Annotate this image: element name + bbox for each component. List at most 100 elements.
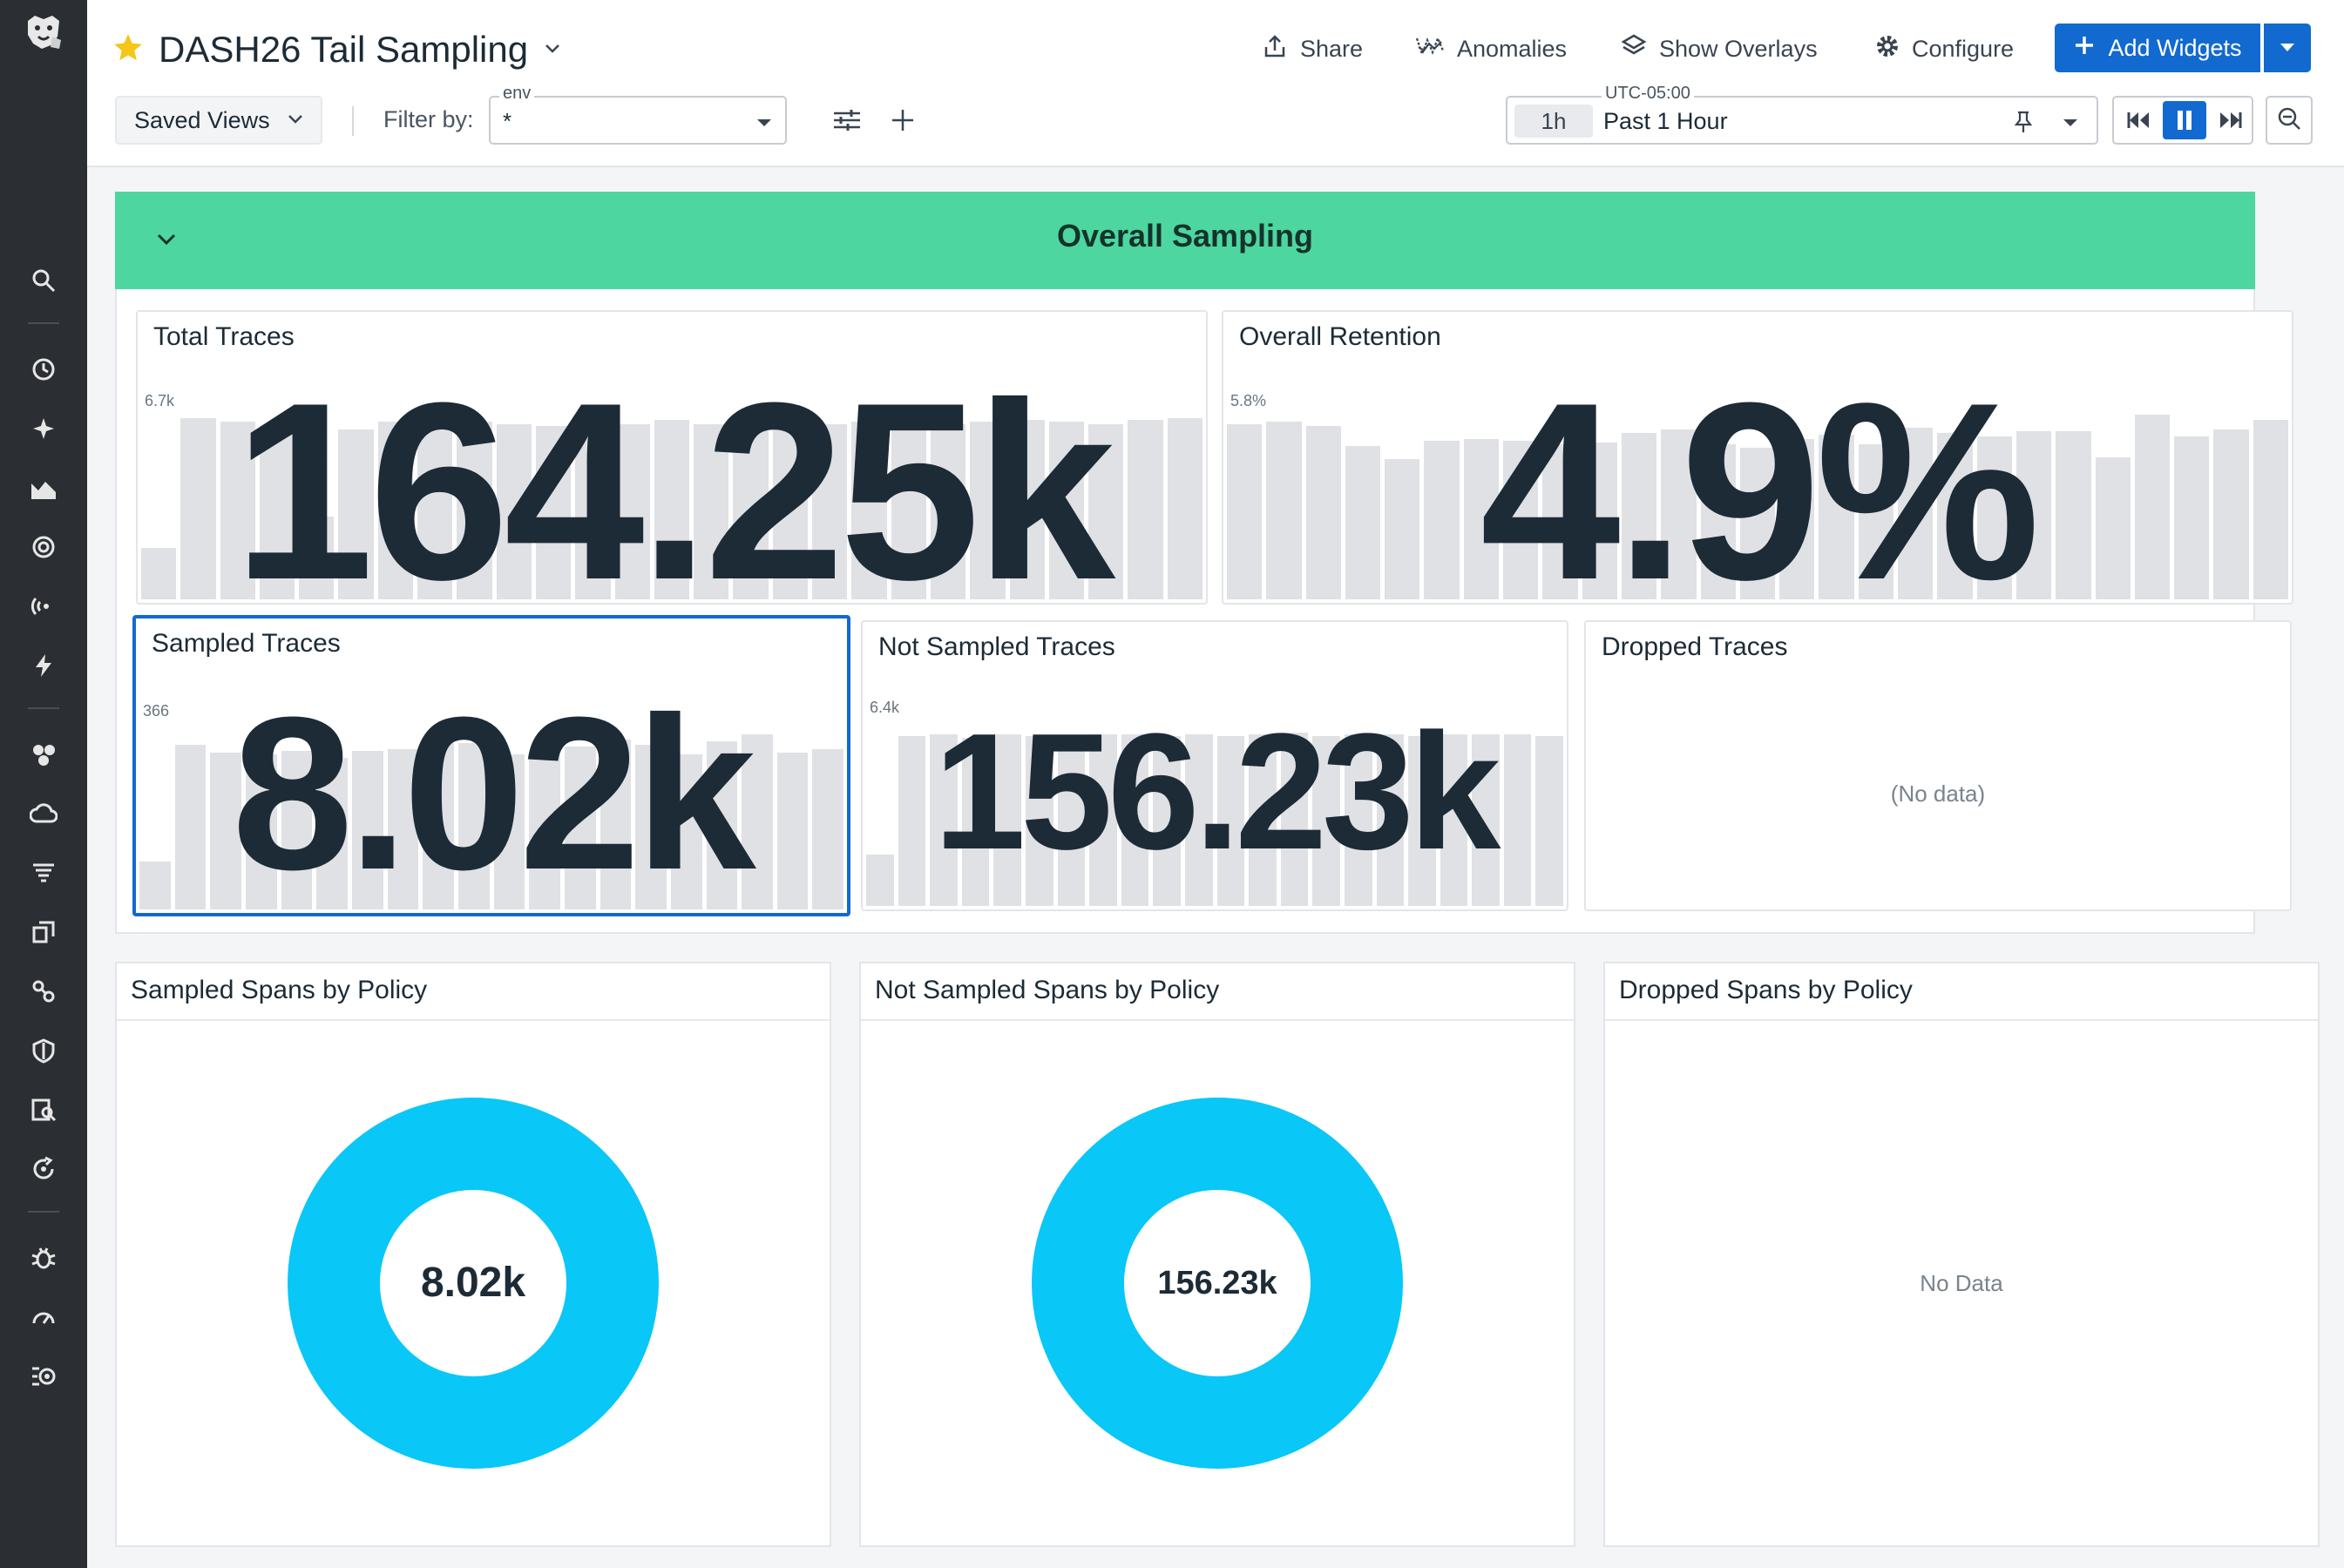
sparkle-icon[interactable] [23, 408, 64, 449]
saved-views-dropdown[interactable]: Saved Views [115, 96, 322, 145]
bar [1057, 735, 1086, 906]
lightning-icon[interactable] [23, 645, 64, 686]
star-icon[interactable] [112, 31, 145, 69]
monitors-icon[interactable] [23, 526, 64, 568]
bar [1440, 733, 1468, 906]
sampled-spans-widget[interactable]: Sampled Spans by Policy 8.02k [115, 962, 831, 1547]
bar [1542, 443, 1578, 599]
dashboard-header: DASH26 Tail Sampling Share Anomalies Sho… [87, 0, 2344, 167]
chevron-down-icon[interactable] [542, 37, 563, 63]
fast-forward-icon[interactable] [2208, 101, 2252, 139]
playback-controls [2112, 96, 2253, 145]
saved-views-label: Saved Views [134, 106, 270, 133]
cloud-icon[interactable] [23, 793, 64, 835]
widget-title: Sampled Spans by Policy [131, 976, 428, 1004]
sliders-icon[interactable] [828, 101, 866, 139]
share-button[interactable]: Share [1262, 26, 1363, 71]
signal-icon[interactable] [23, 585, 64, 627]
pin-icon[interactable] [2013, 110, 2034, 139]
datadog-logo-icon[interactable] [19, 9, 68, 57]
data-search-icon[interactable] [23, 1089, 64, 1131]
share-label: Share [1300, 35, 1364, 62]
caret-down-icon[interactable] [2062, 117, 2079, 132]
bug-icon[interactable] [23, 1237, 64, 1279]
settings-list-icon[interactable] [23, 1355, 64, 1397]
bar [1345, 446, 1381, 599]
dropped-traces-widget[interactable]: Dropped Traces (No data) [1584, 620, 2292, 911]
bar [1344, 733, 1372, 906]
bar [1121, 733, 1149, 906]
bar [316, 758, 348, 909]
bar [457, 422, 492, 599]
total-traces-value: 164.25k [233, 350, 1115, 605]
env-filter-select[interactable]: env * [489, 84, 787, 145]
gauge-icon[interactable] [23, 1296, 64, 1338]
overall-retention-widget[interactable]: Overall Retention 5.8% 0 4.9% [1222, 310, 2293, 605]
bar [417, 423, 453, 599]
sampled-traces-value: 8.02k [232, 672, 756, 915]
bar [961, 738, 990, 906]
bar [706, 741, 738, 909]
anomalies-button[interactable]: Anomalies [1415, 26, 1567, 71]
sampled-traces-widget[interactable]: Sampled Traces 366 0 8.02k [132, 615, 850, 916]
bar [742, 733, 773, 909]
anomalies-icon [1415, 33, 1445, 65]
bar [1009, 420, 1045, 599]
refresh-icon[interactable] [23, 1148, 64, 1190]
bar [139, 861, 171, 909]
dropped-spans-widget[interactable]: Dropped Spans by Policy No Data [1603, 962, 2320, 1547]
bar [529, 754, 560, 909]
infrastructure-icon[interactable] [23, 733, 64, 775]
bar [1089, 733, 1117, 906]
history-icon[interactable] [23, 348, 64, 390]
bar [210, 752, 241, 909]
bar [174, 745, 207, 909]
bar [535, 425, 572, 599]
widget-title: Dropped Traces [1602, 632, 1788, 661]
bar [891, 420, 926, 599]
total-traces-widget[interactable]: Total Traces 6.7k 0 164.25k [136, 310, 1208, 605]
bar [993, 733, 1021, 906]
widget-title: Sampled Traces [152, 629, 341, 658]
group-header[interactable]: Overall Sampling [115, 192, 2255, 289]
configure-label: Configure [1912, 35, 2015, 62]
collapse-chevron-icon[interactable] [153, 226, 180, 257]
bar [180, 418, 216, 599]
not-sampled-spans-widget[interactable]: Not Sampled Spans by Policy 156.23k [859, 962, 1575, 1547]
not-sampled-traces-widget[interactable]: Not Sampled Traces 6.4k 0 156.23k [861, 620, 1568, 911]
widget-title: Dropped Spans by Policy [1619, 976, 1913, 1004]
time-range-badge: 1h [1514, 105, 1593, 138]
bar [970, 422, 1006, 599]
apm-icon[interactable] [23, 911, 64, 953]
bar [1779, 438, 1815, 599]
widget-title: Not Sampled Spans by Policy [875, 976, 1220, 1004]
rewind-icon[interactable] [2117, 101, 2161, 139]
donut-chart[interactable]: 8.02k [288, 1098, 659, 1469]
bar [1088, 423, 1124, 599]
bar [457, 743, 490, 909]
add-widgets-button[interactable]: Add Widgets [2055, 24, 2260, 72]
dashboard-title[interactable]: DASH26 Tail Sampling [159, 29, 529, 70]
pause-icon[interactable] [2163, 101, 2206, 139]
widget-title: Overall Retention [1239, 322, 1441, 351]
donut-chart[interactable]: 156.23k [1032, 1098, 1403, 1469]
show-overlays-button[interactable]: Show Overlays [1621, 26, 1818, 71]
dashboards-icon[interactable] [23, 467, 64, 509]
add-widgets-dropdown-button[interactable] [2264, 24, 2311, 72]
security-icon[interactable] [23, 1030, 64, 1071]
bar [1858, 443, 1894, 599]
bar [2174, 436, 2210, 599]
configure-button[interactable]: Configure [1875, 26, 2014, 71]
zoom-out-button[interactable] [2266, 96, 2313, 145]
time-range-label: Past 1 Hour [1603, 108, 1728, 134]
integrations-icon[interactable] [23, 970, 64, 1012]
logs-icon[interactable] [23, 852, 64, 894]
search-icon[interactable] [23, 260, 64, 301]
bar [1582, 442, 1617, 599]
bar [141, 547, 177, 599]
zoom-out-icon [2276, 105, 2302, 136]
bar [2253, 420, 2289, 599]
time-range-picker[interactable]: UTC-05:00 1h Past 1 Hour [1506, 84, 2098, 145]
add-filter-icon[interactable] [884, 101, 922, 139]
widget-title: Not Sampled Traces [878, 632, 1115, 661]
